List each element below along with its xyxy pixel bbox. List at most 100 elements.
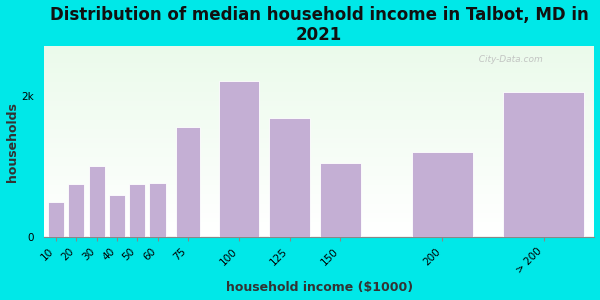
Bar (44, 152, 595, 153)
Bar (44, 88, 595, 89)
Bar (44, 57, 595, 59)
Bar (44, 97, 595, 98)
Bar (44, 208, 595, 209)
Bar (44, 52, 595, 54)
Bar (44, 101, 595, 102)
Bar (44, 78, 595, 79)
Bar (44, 85, 595, 87)
Bar (44, 74, 595, 75)
Bar (44, 179, 595, 180)
Bar (44, 76, 595, 78)
Bar (44, 59, 595, 60)
Bar (44, 119, 595, 120)
Bar (44, 110, 595, 111)
Bar (44, 61, 595, 62)
Bar (44, 203, 595, 204)
Bar (44, 102, 595, 104)
Bar (44, 82, 595, 83)
Bar (44, 51, 595, 52)
Bar (44, 139, 595, 140)
Bar (44, 84, 595, 86)
Bar (44, 49, 595, 50)
Bar (44, 217, 595, 218)
Bar (320, 163, 361, 237)
Bar (44, 124, 595, 125)
Bar (44, 83, 595, 84)
Bar (44, 198, 595, 199)
Bar (44, 130, 595, 131)
Bar (44, 211, 595, 212)
Bar (44, 182, 595, 184)
Bar (129, 184, 145, 237)
Bar (44, 231, 595, 232)
Bar (44, 75, 595, 76)
Bar (44, 157, 595, 158)
Bar (44, 50, 595, 51)
Bar (44, 122, 595, 124)
Bar (44, 160, 595, 161)
Bar (44, 146, 595, 147)
Bar (109, 195, 125, 237)
Bar (218, 81, 259, 237)
Bar (68, 184, 85, 237)
Bar (44, 134, 595, 135)
Bar (44, 117, 595, 119)
Bar (44, 149, 595, 151)
Bar (44, 196, 595, 198)
Bar (44, 71, 595, 73)
Bar (44, 209, 595, 211)
Bar (44, 103, 595, 105)
Bar (44, 154, 595, 156)
Bar (89, 167, 105, 237)
Bar (44, 171, 595, 172)
Bar (44, 227, 595, 229)
Bar (44, 166, 595, 167)
Bar (44, 129, 595, 130)
Bar (44, 56, 595, 57)
Bar (44, 100, 595, 101)
Title: Distribution of median household income in Talbot, MD in
2021: Distribution of median household income … (50, 6, 589, 44)
Bar (44, 98, 595, 100)
Bar (44, 131, 595, 133)
Bar (44, 94, 595, 96)
Bar (44, 177, 595, 179)
Bar (44, 189, 595, 190)
Bar (44, 181, 595, 182)
Bar (48, 202, 64, 237)
Bar (44, 142, 595, 143)
Bar (44, 162, 595, 164)
Bar (44, 115, 595, 116)
Bar (44, 169, 595, 170)
Bar (44, 87, 595, 88)
Bar (44, 144, 595, 145)
Bar (44, 161, 595, 162)
Bar (44, 220, 595, 221)
Bar (44, 91, 595, 92)
Bar (44, 191, 595, 193)
Bar (44, 224, 595, 225)
Bar (44, 69, 595, 70)
Bar (44, 112, 595, 114)
Bar (44, 109, 595, 110)
Bar (44, 193, 595, 194)
Bar (44, 140, 595, 142)
Bar (44, 184, 595, 185)
Bar (44, 167, 595, 169)
Bar (44, 80, 595, 82)
Bar (44, 232, 595, 234)
Bar (44, 68, 595, 69)
Bar (44, 70, 595, 71)
Bar (44, 195, 595, 196)
Bar (44, 89, 595, 91)
Bar (44, 151, 595, 152)
Bar (44, 221, 595, 222)
Bar (44, 60, 595, 61)
Bar (44, 46, 595, 47)
Bar (44, 105, 595, 106)
Bar (44, 200, 595, 202)
Bar (44, 114, 595, 115)
Bar (44, 148, 595, 149)
Bar (44, 236, 595, 237)
Bar (176, 128, 200, 237)
Bar (44, 212, 595, 213)
